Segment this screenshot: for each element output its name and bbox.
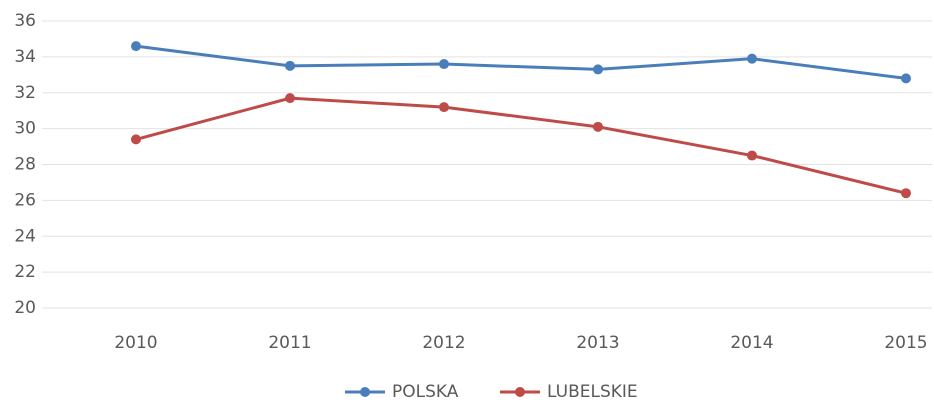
x-tick-label: 2011 (268, 333, 311, 353)
y-tick-label: 30 (14, 119, 36, 139)
y-tick-label: 36 (14, 11, 36, 31)
data-point (747, 150, 757, 161)
legend-marker (515, 387, 525, 397)
x-tick-label: 2015 (884, 333, 927, 353)
data-point (285, 93, 295, 104)
y-tick-label: 28 (14, 155, 36, 175)
data-point (901, 188, 911, 199)
y-tick-label: 22 (14, 262, 36, 282)
x-tick-label: 2012 (422, 333, 465, 353)
x-tick-label: 2014 (730, 333, 773, 353)
y-tick-label: 34 (14, 47, 36, 67)
data-point (747, 53, 757, 64)
data-point (901, 73, 911, 84)
y-tick-label: 20 (14, 298, 36, 318)
x-tick-label: 2013 (576, 333, 619, 353)
series-line (135, 96, 907, 195)
y-tick-label: 32 (14, 83, 36, 103)
data-point (285, 60, 295, 71)
legend-marker (360, 387, 370, 397)
y-tick-label: 26 (14, 190, 36, 210)
series-line (135, 44, 907, 80)
data-point (131, 41, 141, 52)
data-point (593, 64, 603, 75)
legend-label: LUBELSKIE (547, 382, 638, 402)
legend-label: POLSKA (392, 382, 459, 402)
data-point (439, 102, 449, 113)
data-point (593, 121, 603, 132)
data-point (439, 59, 449, 70)
data-point (131, 134, 141, 145)
x-tick-label: 2010 (114, 333, 157, 353)
y-tick-label: 24 (14, 226, 36, 246)
